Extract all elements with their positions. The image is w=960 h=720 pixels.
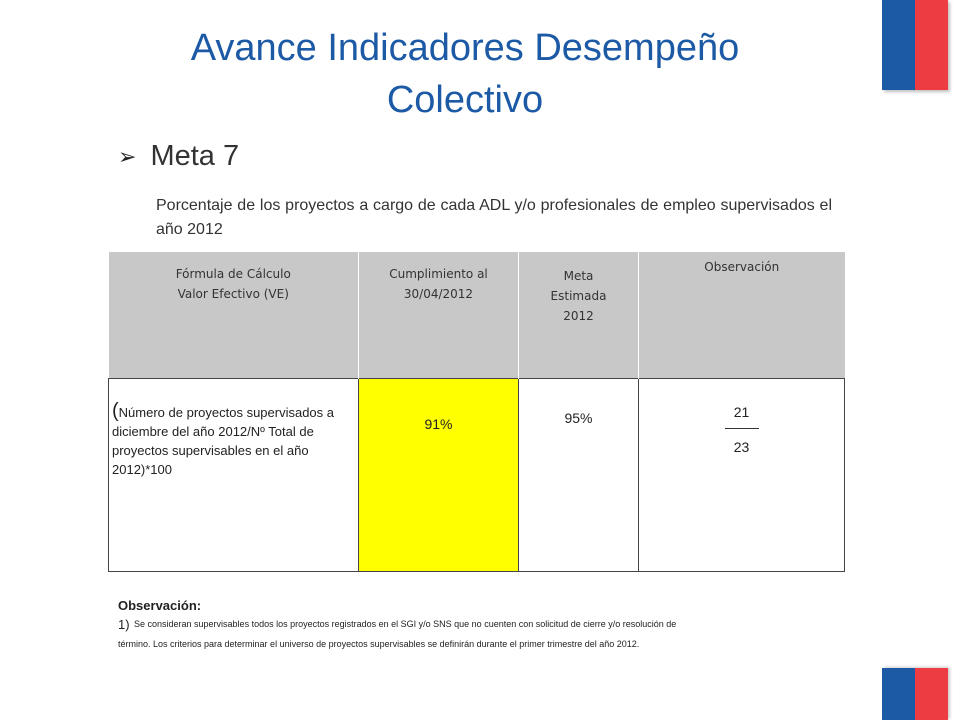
- meta-heading: ➢ Meta 7: [118, 140, 239, 173]
- formula-text: Número de proyectos supervisados a dicie…: [112, 405, 335, 477]
- indicator-table: Fórmula de Cálculo Valor Efectivo (VE) C…: [108, 252, 845, 572]
- fraction-denominator: 23: [733, 439, 750, 455]
- flag-blue-band: [882, 0, 915, 90]
- flag-logo-top: [882, 0, 948, 90]
- fraction-bar: [724, 428, 759, 429]
- table-row: (Número de proyectos supervisados a dici…: [108, 378, 845, 572]
- observacion-title: Observación:: [118, 598, 202, 613]
- flag-blue-band: [882, 668, 915, 720]
- page-title: Avance Indicadores Desempeño Colectivo: [190, 27, 740, 121]
- formula-paren: (: [112, 400, 119, 422]
- observacion-line1: Se consideran supervisables todos los pr…: [134, 619, 677, 629]
- arrow-bullet-icon: ➢: [118, 143, 137, 169]
- observacion-number: 1): [118, 617, 130, 632]
- cell-observacion: 21 23: [638, 378, 845, 572]
- header-formula-line1: Fórmula de Cálculo: [175, 267, 291, 281]
- header-meta-line3: 2012: [563, 309, 594, 323]
- cell-cumplimiento: 91%: [358, 378, 519, 572]
- header-cumplimiento-line2: 30/04/2012: [403, 287, 474, 301]
- flag-red-band: [915, 0, 948, 90]
- header-meta: Meta Estimada 2012: [518, 252, 639, 379]
- table-header-row: Fórmula de Cálculo Valor Efectivo (VE) C…: [108, 252, 845, 379]
- observacion-fraction: 21 23: [640, 380, 843, 455]
- header-observacion: Observación: [638, 252, 845, 379]
- meta-label: Meta 7: [150, 140, 240, 172]
- header-formula-line2: Valor Efectivo (VE): [177, 287, 289, 301]
- header-meta-line1: Meta: [563, 269, 594, 283]
- header-formula: Fórmula de Cálculo Valor Efectivo (VE): [108, 252, 359, 379]
- flag-red-band: [915, 668, 948, 720]
- cumplimiento-value: 91%: [424, 416, 453, 432]
- header-meta-line2: Estimada: [550, 289, 607, 303]
- observacion-note: Se consideran supervisables todos los pr…: [118, 614, 838, 654]
- flag-logo-bottom: [882, 668, 948, 720]
- header-cumplimiento-line1: Cumplimiento al: [389, 267, 488, 281]
- fraction-numerator: 21: [733, 404, 750, 420]
- meta-description: Porcentaje de los proyectos a cargo de c…: [156, 197, 832, 238]
- cell-meta: 95%: [518, 378, 639, 572]
- cell-formula: (Número de proyectos supervisados a dici…: [108, 378, 359, 572]
- meta-value: 95%: [564, 410, 593, 426]
- observacion-line2: término. Los criterios para determinar e…: [118, 639, 640, 649]
- header-cumplimiento: Cumplimiento al 30/04/2012: [358, 252, 519, 379]
